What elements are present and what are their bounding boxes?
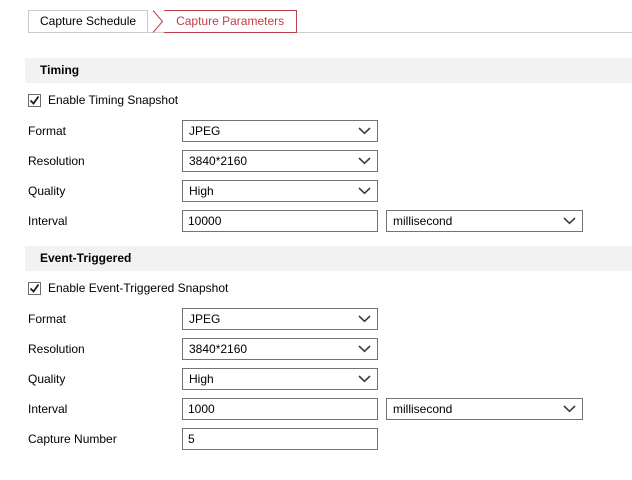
interval-row: Interval millisecond bbox=[28, 210, 632, 232]
capture-number-input[interactable] bbox=[182, 428, 378, 450]
format-row: Format JPEG bbox=[28, 308, 632, 330]
quality-select-value: High bbox=[189, 372, 214, 386]
chevron-down-icon bbox=[563, 217, 576, 225]
interval-input[interactable] bbox=[182, 210, 378, 232]
format-label: Format bbox=[28, 124, 67, 138]
capture-number-row: Capture Number bbox=[28, 428, 632, 450]
resolution-select-value: 3840*2160 bbox=[189, 154, 248, 168]
resolution-label: Resolution bbox=[28, 342, 85, 356]
quality-label: Quality bbox=[28, 372, 66, 386]
enable-timing-snapshot-checkbox[interactable] bbox=[28, 93, 41, 107]
format-label: Format bbox=[28, 312, 67, 326]
quality-select-value: High bbox=[189, 184, 214, 198]
resolution-row: Resolution 3840*2160 bbox=[28, 338, 632, 360]
interval-unit-select[interactable]: millisecond bbox=[386, 210, 583, 232]
tab-bar: Capture Schedule Capture Parameters bbox=[28, 10, 632, 33]
quality-row: Quality High bbox=[28, 368, 632, 390]
resolution-select-value: 3840*2160 bbox=[189, 342, 248, 356]
enable-event-triggered-snapshot-row: Enable Event-Triggered Snapshot bbox=[28, 281, 228, 295]
tab-arrow-icon bbox=[152, 10, 164, 33]
quality-select[interactable]: High bbox=[182, 180, 378, 202]
chevron-down-icon bbox=[358, 375, 371, 383]
format-select-value: JPEG bbox=[189, 312, 221, 326]
chevron-down-icon bbox=[358, 315, 371, 323]
tab-bar-divider bbox=[28, 32, 632, 33]
section-header-timing: Timing bbox=[25, 58, 632, 83]
section-header-event-triggered: Event-Triggered bbox=[25, 246, 632, 271]
interval-input[interactable] bbox=[182, 398, 378, 420]
format-select[interactable]: JPEG bbox=[182, 308, 378, 330]
resolution-row: Resolution 3840*2160 bbox=[28, 150, 632, 172]
chevron-down-icon bbox=[358, 345, 371, 353]
tabs: Capture Schedule Capture Parameters bbox=[28, 10, 632, 33]
interval-label: Interval bbox=[28, 214, 68, 228]
enable-timing-snapshot-label: Enable Timing Snapshot bbox=[48, 93, 179, 107]
format-row: Format JPEG bbox=[28, 120, 632, 142]
tab-capture-schedule[interactable]: Capture Schedule bbox=[28, 10, 149, 33]
enable-timing-snapshot-row: Enable Timing Snapshot bbox=[28, 93, 178, 107]
interval-row: Interval millisecond bbox=[28, 398, 632, 420]
interval-unit-value: millisecond bbox=[393, 402, 453, 416]
resolution-select[interactable]: 3840*2160 bbox=[182, 150, 378, 172]
interval-label: Interval bbox=[28, 402, 68, 416]
capture-number-label: Capture Number bbox=[28, 432, 117, 446]
quality-label: Quality bbox=[28, 184, 66, 198]
interval-unit-select[interactable]: millisecond bbox=[386, 398, 583, 420]
interval-unit-value: millisecond bbox=[393, 214, 453, 228]
quality-row: Quality High bbox=[28, 180, 632, 202]
resolution-label: Resolution bbox=[28, 154, 85, 168]
chevron-down-icon bbox=[358, 187, 371, 195]
enable-event-triggered-snapshot-checkbox[interactable] bbox=[28, 281, 41, 295]
resolution-select[interactable]: 3840*2160 bbox=[182, 338, 378, 360]
checkmark-icon bbox=[29, 95, 40, 105]
format-select-value: JPEG bbox=[189, 124, 221, 138]
checkmark-icon bbox=[29, 283, 40, 293]
chevron-down-icon bbox=[358, 157, 371, 165]
chevron-down-icon bbox=[563, 405, 576, 413]
chevron-down-icon bbox=[358, 127, 371, 135]
format-select[interactable]: JPEG bbox=[182, 120, 378, 142]
tab-capture-parameters[interactable]: Capture Parameters bbox=[164, 10, 298, 33]
quality-select[interactable]: High bbox=[182, 368, 378, 390]
enable-event-triggered-snapshot-label: Enable Event-Triggered Snapshot bbox=[48, 281, 229, 295]
